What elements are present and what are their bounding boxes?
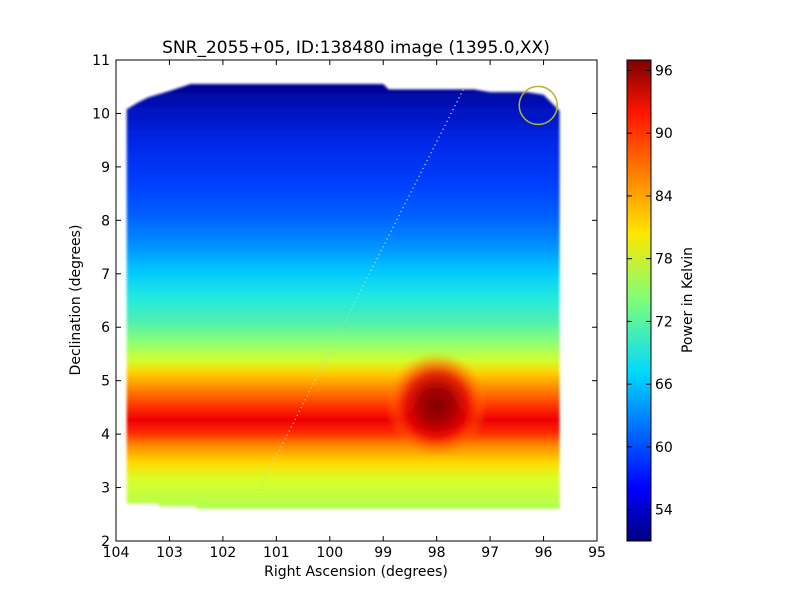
x-axis-ticks: 104 103 102 101 100 99 98 97 96 95 <box>103 60 606 561</box>
chart-title: SNR_2055+05, ID:138480 image (1395.0,XX) <box>162 38 550 58</box>
x-tick-label: 99 <box>374 545 392 561</box>
y-tick-label: 4 <box>101 427 110 443</box>
scan-track-dotted-line <box>254 89 464 499</box>
colorbar-tick-label: 66 <box>655 377 673 393</box>
x-tick-label: 104 <box>103 545 130 561</box>
x-tick-label: 98 <box>428 545 446 561</box>
sky-map-region <box>126 84 560 509</box>
y-axis-ticks: 2 3 4 5 6 7 8 9 10 11 <box>92 53 597 550</box>
y-tick-label: 10 <box>92 106 110 122</box>
colorbar-tick-label: 54 <box>655 503 673 519</box>
x-axis-label: Right Ascension (degrees) <box>264 564 448 580</box>
x-tick-label: 101 <box>263 545 290 561</box>
colorbar-label: Power in Kelvin <box>680 247 696 353</box>
x-tick-label: 103 <box>156 545 183 561</box>
x-tick-label: 96 <box>535 545 553 561</box>
y-tick-label: 6 <box>101 320 110 336</box>
y-tick-label: 8 <box>101 213 110 229</box>
colorbar-ticks: 54 60 66 72 78 84 90 96 <box>627 63 673 519</box>
x-tick-label: 97 <box>481 545 499 561</box>
colorbar-tick-label: 84 <box>655 189 673 205</box>
colorbar-tick-label: 90 <box>655 126 673 142</box>
plot-frame <box>115 59 598 542</box>
y-tick-label: 9 <box>101 160 110 176</box>
y-tick-label: 7 <box>101 267 110 283</box>
y-tick-label: 3 <box>101 481 110 497</box>
colorbar-tick-label: 72 <box>655 314 673 330</box>
colorbar-tick-label: 60 <box>655 440 673 456</box>
colorbar <box>626 59 652 542</box>
y-tick-label: 5 <box>101 374 110 390</box>
colorbar-tick-label: 96 <box>655 63 673 79</box>
x-tick-label: 95 <box>588 545 606 561</box>
beam-circle-marker <box>518 85 558 126</box>
x-tick-label: 100 <box>316 545 343 561</box>
y-tick-label: 2 <box>101 534 110 550</box>
y-tick-label: 11 <box>92 53 110 69</box>
x-tick-label: 102 <box>210 545 237 561</box>
y-axis-label: Declination (degrees) <box>68 225 84 376</box>
hot-source-blob <box>385 351 488 459</box>
colorbar-tick-label: 78 <box>655 252 673 268</box>
heatmap-image <box>126 84 560 509</box>
